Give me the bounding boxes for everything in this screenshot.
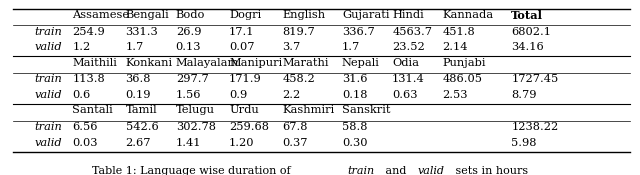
Text: Telugu: Telugu	[176, 105, 215, 115]
Text: 2.14: 2.14	[442, 42, 468, 52]
Text: Sanskrit: Sanskrit	[342, 105, 390, 115]
Text: 6.56: 6.56	[72, 122, 98, 132]
Text: Punjabi: Punjabi	[442, 58, 486, 68]
Text: 1.7: 1.7	[125, 42, 144, 52]
Text: 36.8: 36.8	[125, 74, 151, 85]
Text: 0.13: 0.13	[176, 42, 201, 52]
Text: train: train	[35, 122, 63, 132]
Text: Urdu: Urdu	[229, 105, 259, 115]
Text: valid: valid	[35, 138, 62, 148]
Text: 2.67: 2.67	[125, 138, 151, 148]
Text: 58.8: 58.8	[342, 122, 367, 132]
Text: 451.8: 451.8	[442, 27, 475, 37]
Text: 1.41: 1.41	[176, 138, 201, 148]
Text: Kannada: Kannada	[442, 10, 493, 20]
Text: 2.53: 2.53	[442, 90, 468, 100]
Text: Kashmiri: Kashmiri	[282, 105, 335, 115]
Text: 0.37: 0.37	[282, 138, 308, 148]
Text: Tamil: Tamil	[125, 105, 157, 115]
Text: Bodo: Bodo	[176, 10, 205, 20]
Text: Total: Total	[511, 10, 543, 21]
Text: and: and	[382, 166, 410, 175]
Text: Assamese: Assamese	[72, 10, 129, 20]
Text: 1727.45: 1727.45	[511, 74, 559, 85]
Text: 819.7: 819.7	[282, 27, 315, 37]
Text: 31.6: 31.6	[342, 74, 367, 85]
Text: 4563.7: 4563.7	[392, 27, 432, 37]
Text: 26.9: 26.9	[176, 27, 201, 37]
Text: 254.9: 254.9	[72, 27, 105, 37]
Text: 67.8: 67.8	[282, 122, 308, 132]
Text: train: train	[35, 27, 63, 37]
Text: 542.6: 542.6	[125, 122, 158, 132]
Text: 302.78: 302.78	[176, 122, 216, 132]
Text: Marathi: Marathi	[282, 58, 329, 68]
Text: 486.05: 486.05	[442, 74, 483, 85]
Text: Santali: Santali	[72, 105, 113, 115]
Text: 6802.1: 6802.1	[511, 27, 551, 37]
Text: 5.98: 5.98	[511, 138, 537, 148]
Text: Hindi: Hindi	[392, 10, 424, 20]
Text: 1.56: 1.56	[176, 90, 201, 100]
Text: Gujarati: Gujarati	[342, 10, 390, 20]
Text: Bengali: Bengali	[125, 10, 170, 20]
Text: 297.7: 297.7	[176, 74, 209, 85]
Text: 1.2: 1.2	[72, 42, 90, 52]
Text: 0.63: 0.63	[392, 90, 418, 100]
Text: sets in hours: sets in hours	[451, 166, 527, 175]
Text: 331.3: 331.3	[125, 27, 158, 37]
Text: 113.8: 113.8	[72, 74, 105, 85]
Text: 171.9: 171.9	[229, 74, 262, 85]
Text: 0.30: 0.30	[342, 138, 367, 148]
Text: Dogri: Dogri	[229, 10, 261, 20]
Text: 0.19: 0.19	[125, 90, 151, 100]
Text: Malayalam: Malayalam	[176, 58, 239, 68]
Text: valid: valid	[35, 90, 62, 100]
Text: 3.7: 3.7	[282, 42, 301, 52]
Text: 1.20: 1.20	[229, 138, 255, 148]
Text: 131.4: 131.4	[392, 74, 425, 85]
Text: 1238.22: 1238.22	[511, 122, 559, 132]
Text: Nepali: Nepali	[342, 58, 380, 68]
Text: Table 1: Language wise duration of: Table 1: Language wise duration of	[92, 166, 294, 175]
Text: 1.7: 1.7	[342, 42, 360, 52]
Text: Manipuri: Manipuri	[229, 58, 282, 68]
Text: 2.2: 2.2	[282, 90, 301, 100]
Text: 458.2: 458.2	[282, 74, 315, 85]
Text: English: English	[282, 10, 326, 20]
Text: valid: valid	[35, 42, 62, 52]
Text: 0.6: 0.6	[72, 90, 90, 100]
Text: 23.52: 23.52	[392, 42, 425, 52]
Text: 0.07: 0.07	[229, 42, 255, 52]
Text: 8.79: 8.79	[511, 90, 537, 100]
Text: valid: valid	[417, 166, 444, 175]
Text: 17.1: 17.1	[229, 27, 255, 37]
Text: 0.03: 0.03	[72, 138, 98, 148]
Text: train: train	[348, 166, 375, 175]
Text: Odia: Odia	[392, 58, 419, 68]
Text: Maithili: Maithili	[72, 58, 117, 68]
Text: 0.18: 0.18	[342, 90, 367, 100]
Text: 336.7: 336.7	[342, 27, 374, 37]
Text: 0.9: 0.9	[229, 90, 247, 100]
Text: 259.68: 259.68	[229, 122, 269, 132]
Text: 34.16: 34.16	[511, 42, 544, 52]
Text: Konkani: Konkani	[125, 58, 173, 68]
Text: train: train	[35, 74, 63, 85]
